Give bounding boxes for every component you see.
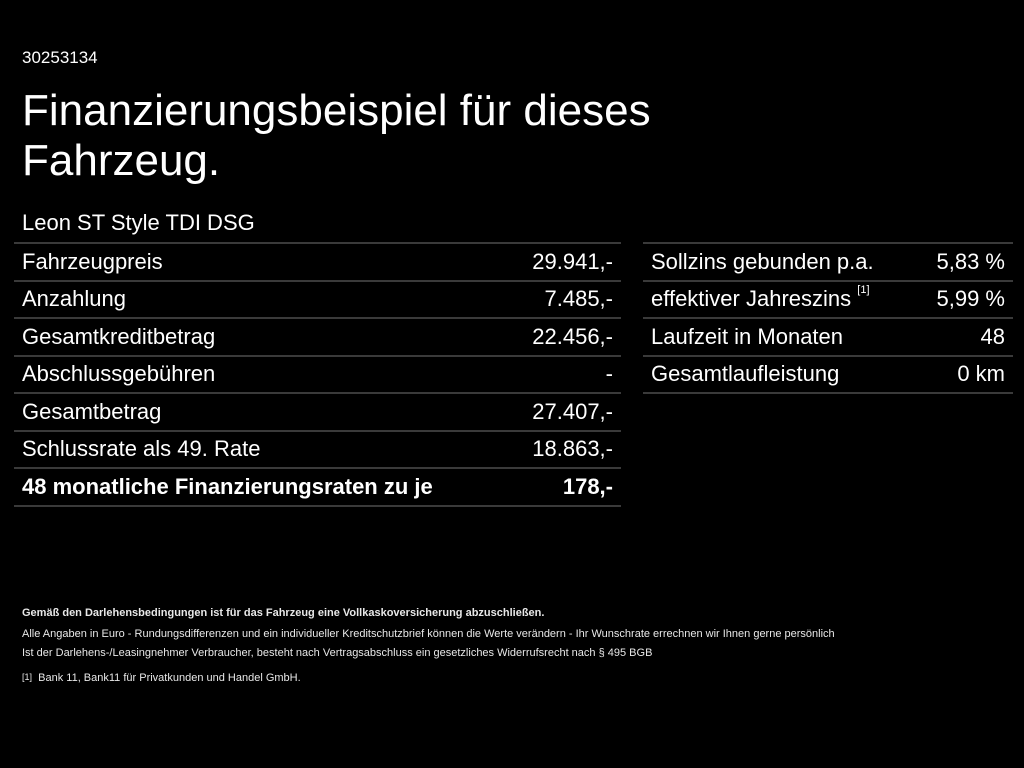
offer-id: 30253134 [22,48,98,67]
row-value: 27.407,- [508,393,621,432]
table-row: Anzahlung 7.485,- [14,280,621,319]
row-value: 5,99 % [916,280,1013,319]
row-value: 18.863,- [508,430,621,469]
row-value: - [508,355,621,394]
footnote-text: Bank 11, Bank11 für Privatkunden und Han… [38,672,301,684]
table-row: Fahrzeugpreis 29.941,- [14,243,621,282]
row-value: 0 km [916,355,1013,394]
footnote: [1] Bank 11, Bank11 für Privatkunden und… [22,672,301,684]
financing-table: Fahrzeugpreis 29.941,- Anzahlung 7.485,- G… [14,242,621,507]
table-row: Gesamtlaufleistung 0 km [643,355,1013,394]
row-label: Abschlussgebühren [14,355,509,394]
table-row: Schlussrate als 49. Rate 18.863,- [14,430,621,469]
row-label: Anzahlung [14,280,509,319]
row-label-text: effektiver Jahreszins [651,286,852,312]
row-label: Fahrzeugpreis [14,243,509,282]
footnote-mark: [1] [22,672,33,682]
row-value: 7.485,- [508,280,621,319]
insurance-note: Gemäß den Darlehensbedingungen ist für d… [22,607,545,619]
withdrawal-note: Ist der Darlehens-/Leasingnehmer Verbrau… [22,647,653,659]
row-value: 5,83 % [916,243,1013,282]
row-label: Schlussrate als 49. Rate [14,430,509,469]
table-row: Gesamtkreditbetrag 22.456,- [14,318,621,357]
monthly-rate-row: 48 monatliche Finanzierungsraten zu je 17… [14,468,621,507]
vehicle-model: Leon ST Style TDI DSG [22,210,255,235]
page-title: Finanzierungsbeispiel für dieses Fahrzeu… [22,86,651,185]
table-row: Abschlussgebühren - [14,355,621,394]
row-label: Gesamtbetrag [14,393,509,432]
row-value: 48 [916,318,1013,357]
table-row: Laufzeit in Monaten 48 [643,318,1013,357]
row-label: Sollzins gebunden p.a. [643,243,917,282]
table-row: effektiver Jahreszins [1] 5,99 % [643,280,1013,319]
disclaimer-note: Alle Angaben in Euro - Rundungsdifferenz… [22,628,835,640]
row-label: Gesamtlaufleistung [643,355,917,394]
table-row: Sollzins gebunden p.a. 5,83 % [643,243,1013,282]
row-label: 48 monatliche Finanzierungsraten zu je [14,468,509,507]
row-label: Laufzeit in Monaten [643,318,917,357]
row-value: 178,- [508,468,621,507]
footnote-ref: [1] [857,284,870,297]
row-value: 22.456,- [508,318,621,357]
interest-table: Sollzins gebunden p.a. 5,83 % effektiver … [643,242,1013,394]
table-row: Gesamtbetrag 27.407,- [14,393,621,432]
row-label: Gesamtkreditbetrag [14,318,509,357]
row-value: 29.941,- [508,243,621,282]
row-label: effektiver Jahreszins [1] [643,280,917,319]
